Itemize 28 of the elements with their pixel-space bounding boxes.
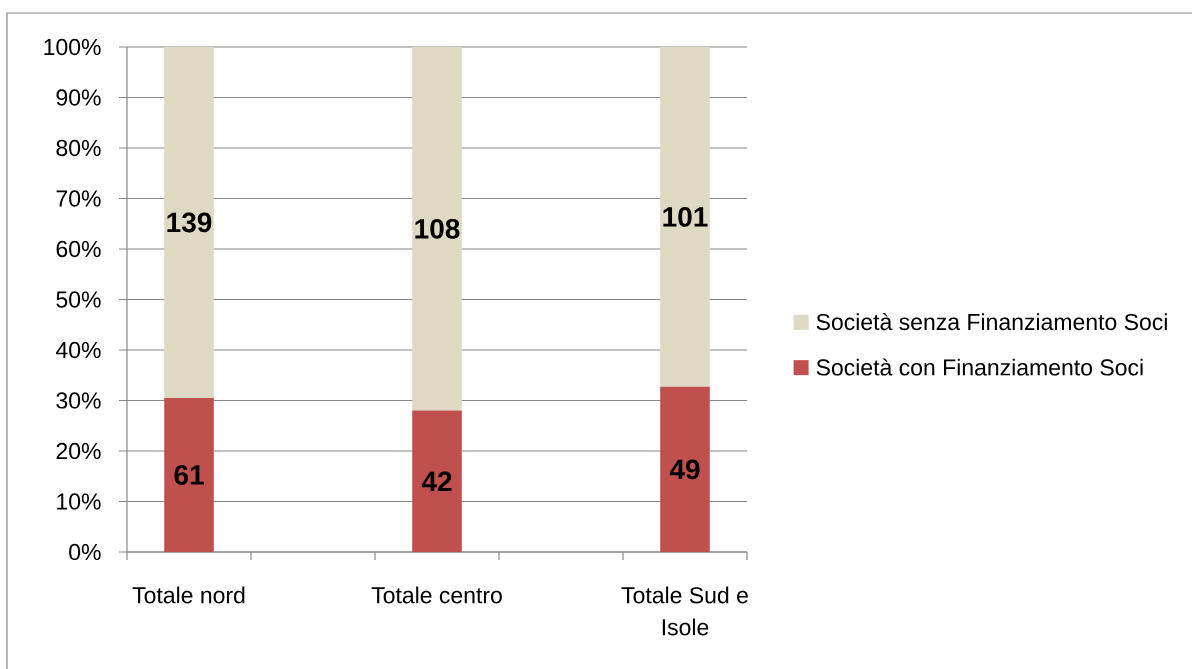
y-tick-label: 100% bbox=[44, 38, 101, 56]
y-tick-label: 20% bbox=[56, 442, 101, 460]
legend-label: Società con Finanziamento Soci bbox=[816, 358, 1143, 376]
y-tick-label: 40% bbox=[55, 341, 101, 359]
y-tick-label: 90% bbox=[56, 89, 101, 106]
legend-label: Società senza Finanziamento Soci bbox=[816, 313, 1167, 331]
x-tick-label: Totale nord bbox=[132, 586, 245, 604]
bar bbox=[412, 410, 462, 552]
bar bbox=[660, 386, 710, 552]
bar bbox=[164, 397, 214, 552]
y-tick-label: 80% bbox=[56, 139, 101, 157]
x-tick-label: Totale centro bbox=[371, 586, 502, 604]
y-tick-label: 30% bbox=[56, 392, 101, 409]
y-tick-label: 70% bbox=[56, 190, 101, 207]
x-tick-label: Totale Sud e Isole bbox=[621, 586, 748, 636]
y-tick-label: 50% bbox=[56, 291, 101, 308]
y-tick-label: 60% bbox=[56, 240, 101, 258]
annotation: 139 bbox=[167, 212, 212, 233]
bar bbox=[660, 46, 710, 387]
annotation: 42 bbox=[421, 471, 452, 492]
annotation: 108 bbox=[415, 218, 460, 239]
annotation: 61 bbox=[174, 465, 204, 485]
annotation: 49 bbox=[669, 459, 700, 480]
y-tick-label: 10% bbox=[57, 493, 101, 510]
annotation: 101 bbox=[663, 207, 708, 227]
bar bbox=[164, 46, 214, 398]
y-tick-label: 0% bbox=[69, 543, 101, 561]
bar bbox=[412, 46, 462, 411]
